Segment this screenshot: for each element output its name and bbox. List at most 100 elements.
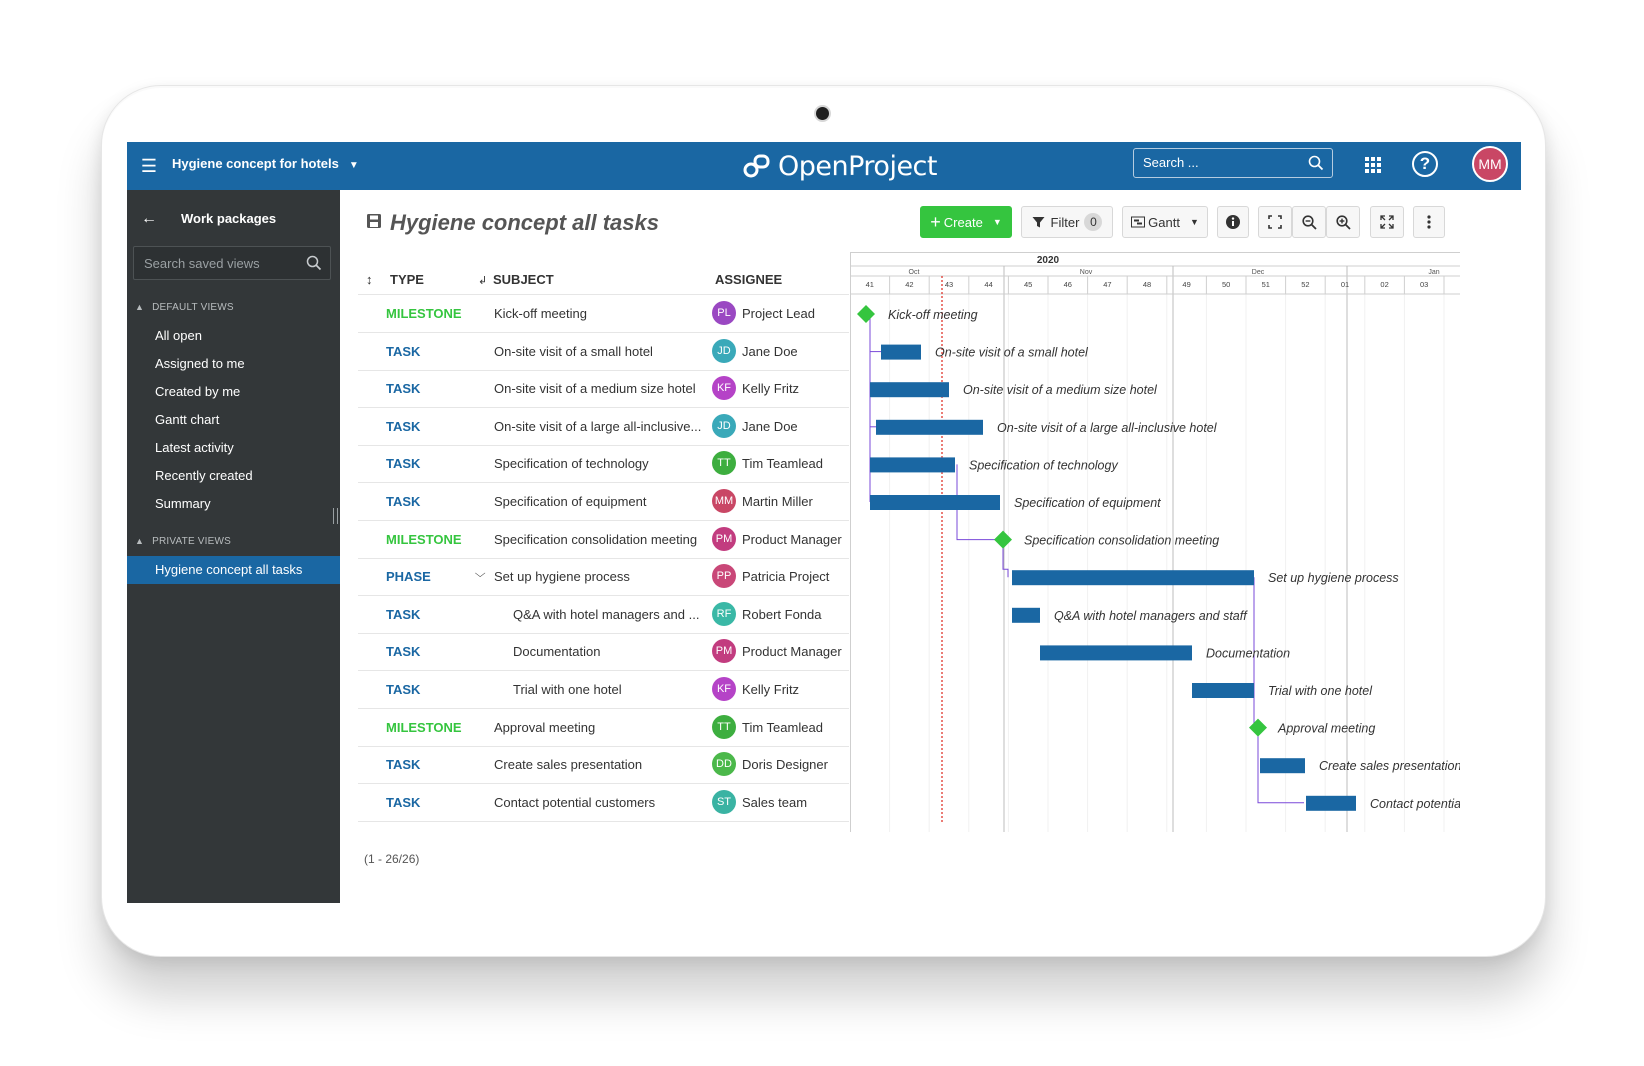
table-row[interactable]: TASK Specification of equipment MM Martin M… (358, 483, 849, 521)
global-search[interactable]: Search ... (1133, 148, 1333, 178)
save-icon[interactable] (366, 213, 382, 229)
sidebar-item-created-by-me[interactable]: Created by me (155, 384, 241, 399)
task-bar[interactable] (1306, 795, 1356, 811)
task-bar[interactable] (1040, 645, 1192, 661)
row-assignee[interactable]: Product Manager (742, 531, 842, 547)
private-views-group[interactable]: ▲ PRIVATE VIEWS (135, 536, 231, 547)
table-row[interactable]: MILESTONE Kick-off meeting PL Project Lead (358, 295, 849, 333)
collapse-chevron-icon[interactable]: ⌵ (474, 568, 486, 581)
column-header-assignee[interactable]: ASSIGNEE (715, 272, 783, 287)
row-subject[interactable]: Documentation (513, 644, 601, 660)
user-avatar[interactable]: MM (1472, 146, 1508, 182)
row-assignee[interactable]: Project Lead (742, 306, 815, 321)
help-icon[interactable]: ? (1412, 151, 1438, 177)
task-bar[interactable] (881, 344, 921, 360)
task-bar[interactable] (870, 495, 1000, 510)
task-bar[interactable] (870, 382, 949, 398)
table-row[interactable]: TASK Q&A with hotel managers and ... RF Rob… (358, 596, 849, 634)
row-assignee[interactable]: Product Manager (742, 644, 842, 660)
column-header-type[interactable]: TYPE (390, 272, 424, 287)
column-header-subject[interactable]: SUBJECT (493, 272, 554, 287)
table-row[interactable]: MILESTONE Approval meeting TT Tim Teamlead (358, 709, 849, 747)
row-assignee[interactable]: Doris Designer (742, 757, 828, 773)
row-subject[interactable]: Trial with one hotel (513, 682, 622, 697)
sidebar-resize-handle[interactable] (333, 508, 338, 524)
sidebar-item-hygiene-concept[interactable]: Hygiene concept all tasks (127, 556, 340, 584)
milestone-diamond[interactable] (1249, 718, 1267, 737)
row-subject[interactable]: Create sales presentation (494, 757, 643, 773)
row-subject[interactable]: Specification consolidation meeting (494, 531, 698, 547)
table-row[interactable]: TASK Trial with one hotel KF Kelly Fritz (358, 671, 849, 709)
row-subject[interactable]: On-site visit of a large all-inclusive..… (494, 418, 702, 434)
search-icon[interactable] (1308, 155, 1324, 171)
hierarchy-icon[interactable]: ↲ (478, 275, 488, 287)
zoom-in-button[interactable] (1326, 206, 1360, 238)
zoom-out-button[interactable] (1292, 206, 1326, 238)
task-bar[interactable] (1012, 607, 1040, 623)
sort-icon[interactable]: ↕ (366, 272, 373, 287)
row-subject[interactable]: Set up hygiene process (494, 569, 630, 585)
table-row[interactable]: MILESTONE Specification consolidation mee… (358, 521, 849, 559)
task-bar[interactable] (1192, 683, 1254, 698)
sidebar-item-all-open[interactable]: All open (155, 328, 202, 343)
row-assignee[interactable]: Tim Teamlead (742, 456, 823, 472)
saved-views-search-input[interactable]: Search saved views (144, 256, 260, 271)
task-bar[interactable] (876, 419, 983, 435)
row-assignee[interactable]: Patricia Project (742, 569, 830, 585)
pagination-count: (1 - 26/26) (364, 852, 420, 866)
row-subject[interactable]: Specification of technology (494, 456, 649, 472)
table-row[interactable]: TASK On-site visit of a small hotel JD Jane… (358, 333, 849, 371)
row-subject[interactable]: Kick-off meeting (494, 306, 587, 321)
search-input[interactable]: Search ... (1143, 155, 1199, 170)
more-options-button[interactable] (1413, 206, 1445, 238)
table-row[interactable]: TASK On-site visit of a large all-inclusi… (358, 408, 849, 446)
gantt-bar-label: Set up hygiene process (1268, 571, 1399, 585)
row-assignee[interactable]: Kelly Fritz (742, 381, 800, 397)
table-row[interactable]: TASK Contact potential customers ST Sales t… (358, 784, 849, 822)
table-row[interactable]: TASK Documentation PM Product Manager (358, 633, 849, 672)
filter-button[interactable]: Filter 0 (1021, 206, 1113, 238)
row-subject[interactable]: Approval meeting (494, 719, 596, 735)
row-subject[interactable]: On-site visit of a small hotel (494, 343, 653, 359)
row-assignee[interactable]: Martin Miller (742, 494, 813, 509)
table-row[interactable]: TASK On-site visit of a medium size hotel… (358, 370, 849, 409)
task-bar[interactable] (1012, 570, 1254, 586)
task-bar[interactable] (1260, 758, 1305, 774)
sidebar-item-gantt-chart[interactable]: Gantt chart (155, 412, 220, 427)
saved-views-search[interactable]: Search saved views (133, 246, 331, 280)
zoom-auto-button[interactable] (1258, 206, 1292, 238)
view-mode-button[interactable]: Gantt ▼ (1122, 206, 1208, 238)
table-row[interactable]: TASK Create sales presentation DD Doris Des… (358, 746, 849, 785)
sidebar-item-recently-created[interactable]: Recently created (155, 468, 253, 483)
details-button[interactable] (1217, 206, 1249, 238)
row-assignee[interactable]: Kelly Fritz (742, 682, 800, 697)
row-assignee[interactable]: Sales team (742, 794, 808, 810)
milestone-diamond[interactable] (994, 530, 1012, 549)
row-subject[interactable]: Q&A with hotel managers and ... (513, 606, 700, 622)
openproject-logo[interactable]: OpenProject (742, 150, 938, 182)
milestone-diamond[interactable] (857, 305, 875, 323)
row-subject[interactable]: Specification of equipment (494, 494, 647, 509)
menu-icon[interactable]: ☰ (140, 156, 158, 176)
table-row[interactable]: TASK Specification of technology TT Tim Tea… (358, 445, 849, 484)
create-button[interactable]: + Create ▼ (920, 206, 1012, 238)
row-assignee[interactable]: Jane Doe (742, 343, 798, 359)
task-bar[interactable] (870, 457, 955, 473)
row-assignee[interactable]: Robert Fonda (742, 606, 822, 622)
row-assignee[interactable]: Jane Doe (742, 418, 798, 434)
row-subject[interactable]: On-site visit of a medium size hotel (494, 381, 696, 397)
sidebar-item-summary[interactable]: Summary (155, 496, 211, 511)
timeline-week: 50 (1222, 280, 1230, 289)
search-icon[interactable] (306, 255, 322, 271)
assignee-avatar: PM (712, 526, 736, 551)
table-row[interactable]: PHASE ⌵ Set up hygiene process PP Patricia P… (358, 558, 849, 597)
back-arrow-icon[interactable]: ← (141, 210, 157, 227)
default-views-group[interactable]: ▲ DEFAULT VIEWS (135, 302, 234, 313)
modules-grid-icon[interactable] (1364, 156, 1382, 174)
fullscreen-button[interactable] (1370, 206, 1404, 238)
row-subject[interactable]: Contact potential customers (494, 794, 656, 810)
row-assignee[interactable]: Tim Teamlead (742, 719, 823, 735)
sidebar-item-latest-activity[interactable]: Latest activity (155, 440, 234, 455)
project-selector[interactable]: Hygiene concept for hotels ▼ (172, 156, 359, 171)
sidebar-item-assigned-to-me[interactable]: Assigned to me (155, 356, 245, 371)
